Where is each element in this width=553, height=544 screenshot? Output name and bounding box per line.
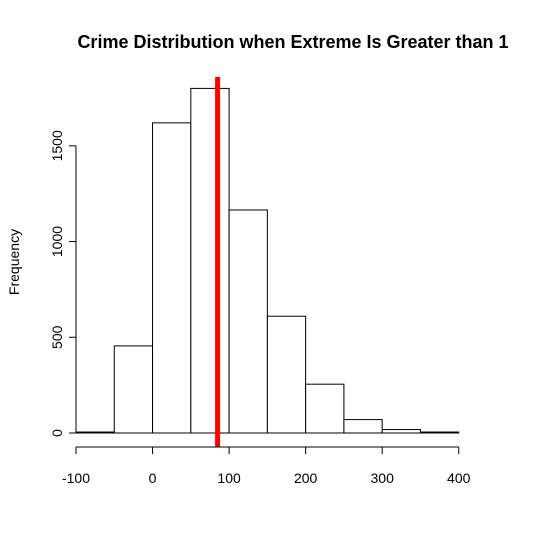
histogram-bar	[305, 383, 345, 434]
histogram-bar	[381, 429, 421, 434]
x-tick-label: 400	[447, 470, 471, 486]
x-tick-label: 200	[294, 470, 318, 486]
y-tick-label: 500	[49, 325, 65, 349]
histogram-bar	[266, 315, 307, 434]
histogram-bar	[343, 419, 383, 434]
histogram-bar	[113, 345, 154, 434]
histogram-bar	[152, 122, 192, 434]
x-tick-label: -100	[62, 470, 90, 486]
histogram-bar	[419, 431, 460, 434]
x-tick-label: 300	[371, 470, 395, 486]
y-axis-label: Frequency	[6, 229, 22, 295]
chart-title: Crime Distribution when Extreme Is Great…	[77, 32, 508, 52]
x-tick-label: 0	[149, 470, 157, 486]
histogram-bar	[190, 87, 230, 434]
x-tick-label: 100	[217, 470, 241, 486]
y-tick-label: 1000	[49, 226, 65, 257]
histogram-bar	[228, 209, 268, 434]
y-tick-label: 1500	[49, 130, 65, 161]
bars-group	[75, 87, 460, 434]
y-axis: 0 500 1000 1500	[49, 130, 77, 437]
histogram-bar	[75, 431, 115, 434]
y-tick-label: 0	[49, 429, 65, 437]
x-axis: -100 0 100 200 300 400	[62, 446, 471, 486]
